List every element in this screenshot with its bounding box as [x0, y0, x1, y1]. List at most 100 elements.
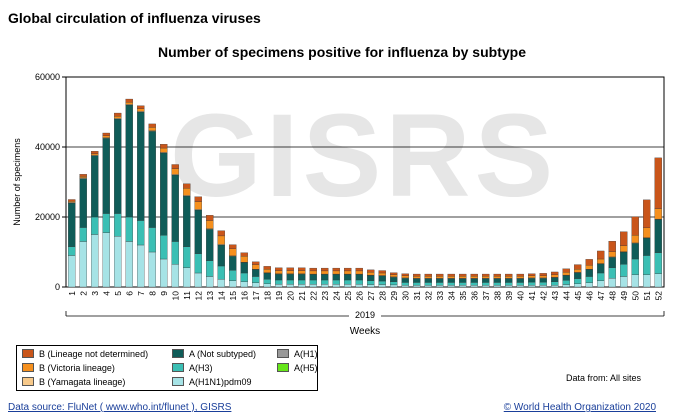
x-tick-label: 51	[642, 291, 652, 301]
bar-segment	[505, 275, 513, 279]
bar-segment	[413, 285, 421, 288]
bar-segment	[654, 219, 662, 253]
bar-segment	[229, 248, 237, 257]
bar-segment	[505, 278, 513, 283]
bar-segment	[91, 155, 99, 218]
x-tick-label: 7	[136, 291, 146, 296]
bar-segment	[608, 278, 616, 288]
bar-segment	[137, 220, 145, 246]
bar-segment	[516, 275, 524, 279]
x-tick-label: 27	[366, 291, 376, 301]
bar-segment	[194, 272, 202, 288]
legend-item: B (Yamagata lineage)	[22, 377, 125, 387]
bar-segment	[355, 274, 363, 281]
bar-segment	[252, 269, 260, 277]
bar-segment	[102, 138, 110, 214]
x-tick-label: 43	[550, 291, 560, 301]
x-tick-label: 29	[389, 291, 399, 301]
bar-segment	[459, 273, 467, 277]
bar-segment	[91, 234, 99, 288]
x-tick-label: 40	[515, 291, 525, 301]
bar-segment	[183, 267, 191, 288]
legend-swatch	[172, 363, 184, 372]
x-tick-label: 34	[446, 291, 456, 301]
bar-segment	[263, 268, 271, 273]
bar-segment	[171, 264, 179, 288]
y-tick-label: 60000	[35, 72, 60, 82]
bar-segment	[459, 278, 467, 283]
bar-segment	[447, 285, 455, 288]
bar-segment	[206, 229, 214, 261]
bar-segment	[493, 285, 501, 288]
bar-segment	[125, 102, 133, 105]
x-tick-label: 24	[331, 291, 341, 301]
bar-segment	[206, 260, 214, 277]
bar-segment	[447, 278, 455, 283]
x-tick-label: 35	[458, 291, 468, 301]
bar-segment	[102, 132, 110, 136]
bar-segment	[413, 278, 421, 283]
bar-segment	[367, 269, 375, 273]
bar-segment	[148, 227, 156, 253]
bar-segment	[620, 251, 628, 265]
bar-segment	[562, 284, 570, 288]
bar-segment	[493, 275, 501, 279]
bar-segment	[562, 280, 570, 285]
legend-label: A(H5)	[294, 363, 318, 373]
copyright-link[interactable]: © World Health Organization 2020	[503, 402, 656, 413]
bar-segment	[148, 123, 156, 128]
bar-segment	[263, 279, 271, 284]
bar-segment	[91, 216, 99, 235]
bar-segment	[597, 258, 605, 264]
legend-swatch	[22, 377, 34, 386]
x-tick-label: 1	[67, 291, 77, 296]
bar-segment	[91, 153, 99, 156]
bar-segment	[643, 227, 651, 238]
legend-label: B (Lineage not determined)	[39, 349, 149, 359]
bar-segment	[309, 284, 317, 288]
bar-segment	[217, 244, 225, 267]
bar-segment	[194, 209, 202, 254]
bar-segment	[240, 252, 248, 257]
x-tick-label: 26	[354, 291, 364, 301]
bar-segment	[574, 264, 582, 270]
bar-segment	[597, 272, 605, 281]
bar-segment	[608, 267, 616, 279]
bar-segment	[436, 275, 444, 279]
bar-segment	[643, 199, 651, 229]
bar-segment	[240, 272, 248, 282]
x-tick-label: 44	[561, 291, 571, 301]
bar-segment	[321, 284, 329, 288]
bar-segment	[643, 237, 651, 256]
bar-segment	[79, 227, 87, 242]
bar-segment	[252, 282, 260, 288]
y-tick-label: 40000	[35, 142, 60, 152]
bar-segment	[160, 152, 168, 236]
bar-segment	[263, 266, 271, 270]
bar-segment	[79, 174, 87, 177]
bar-segment	[252, 261, 260, 265]
bar-segment	[459, 285, 467, 288]
bar-segment	[79, 178, 87, 228]
bar-segment	[413, 275, 421, 279]
legend-label: B (Yamagata lineage)	[39, 377, 126, 387]
bar-segment	[252, 264, 260, 270]
bar-segment	[68, 246, 76, 256]
x-tick-label: 14	[216, 291, 226, 301]
bar-segment	[470, 273, 478, 277]
x-tick-label: 49	[619, 291, 629, 301]
x-tick-label: 20	[285, 291, 295, 301]
bar-segment	[436, 282, 444, 286]
bar-segment	[585, 259, 593, 266]
bar-segment	[654, 252, 662, 274]
bar-segment	[298, 273, 306, 281]
x-tick-label: 16	[239, 291, 249, 301]
bar-segment	[516, 273, 524, 277]
bar-segment	[539, 275, 547, 279]
bar-segment	[160, 144, 168, 149]
bar-segment	[217, 235, 225, 245]
bar-segment	[160, 235, 168, 260]
bar-segment	[344, 274, 352, 281]
bar-segment	[574, 278, 582, 285]
data-source-link[interactable]: Data source: FluNet ( www.who.int/flunet…	[8, 402, 232, 413]
